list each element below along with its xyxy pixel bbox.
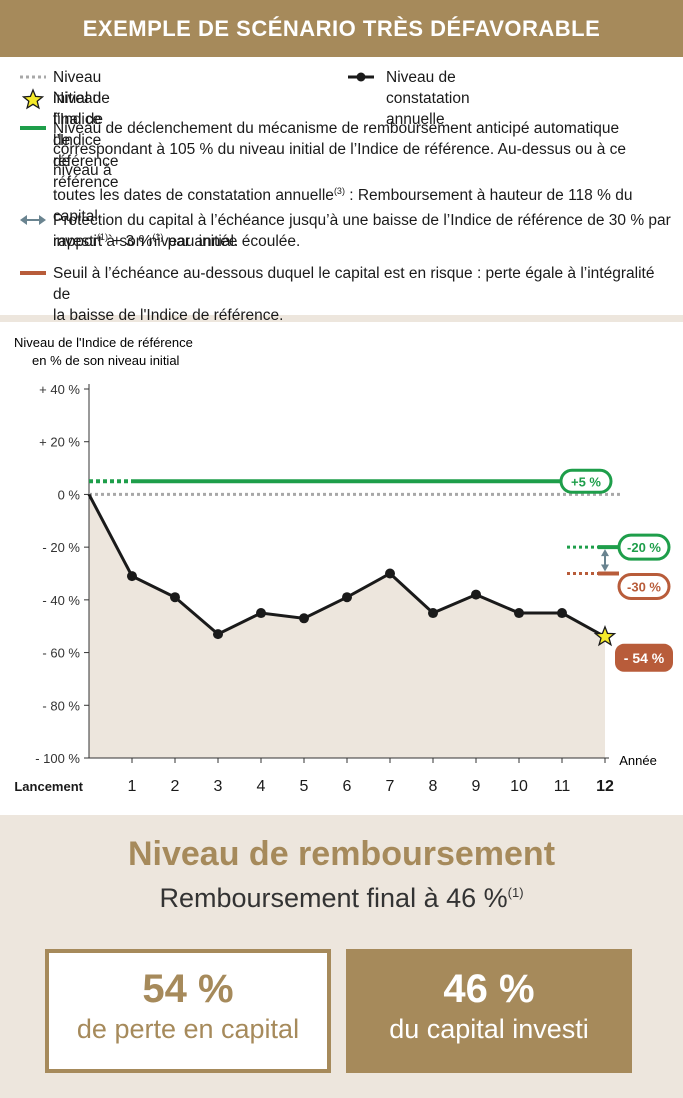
- repay-box: 46 % du capital investi: [346, 949, 632, 1073]
- final-value-label: - 54 %: [624, 650, 665, 666]
- x-tick-label: Lancement: [14, 779, 83, 794]
- y-tick-label: + 20 %: [39, 435, 80, 450]
- y-tick-label: - 40 %: [42, 593, 80, 608]
- data-point: [342, 592, 352, 603]
- data-point: [170, 592, 180, 603]
- x-tick-label: 5: [300, 778, 309, 795]
- x-tick-label: 7: [386, 778, 395, 795]
- x-tick-label: 4: [257, 778, 266, 795]
- y-tick-label: + 40 %: [39, 382, 80, 397]
- data-point: [385, 568, 395, 579]
- data-point: [127, 571, 137, 582]
- loss-label: de perte en capital: [76, 1014, 300, 1044]
- line-dot-icon: [348, 72, 374, 82]
- y-tick-label: - 80 %: [42, 698, 80, 713]
- repay-value: 46 %: [443, 967, 535, 1011]
- repay-label: du capital investi: [389, 1014, 589, 1044]
- data-point: [299, 613, 309, 624]
- page-title: EXEMPLE DE SCÉNARIO TRÈS DÉFAVORABLE: [0, 0, 683, 57]
- risk-badge-label: -30 %: [627, 580, 661, 595]
- data-point: [256, 608, 266, 619]
- x-tick-label: 12: [596, 778, 614, 795]
- x-tick-label: 6: [343, 778, 352, 795]
- result-title: Niveau de remboursement: [127, 835, 556, 873]
- trigger-badge: [559, 468, 613, 494]
- area-fill: [89, 494, 605, 758]
- data-point: [213, 629, 223, 640]
- loss-value: 54 %: [142, 967, 234, 1011]
- data-point: [557, 608, 567, 619]
- data-point: [514, 608, 524, 619]
- data-point: [428, 608, 438, 619]
- y-tick-label: - 20 %: [42, 540, 80, 555]
- x-tick-label: 8: [429, 778, 438, 795]
- arrow-up-icon: [601, 549, 609, 557]
- line-chart: Niveau de l'Indice de référence en % de s…: [14, 335, 673, 795]
- trigger-badge-label: +5 %: [571, 474, 601, 489]
- legend: Niveau initial de l’Indice de référence …: [0, 57, 683, 324]
- green-line-icon: [20, 126, 46, 130]
- protection-badge-label: -20 %: [627, 540, 661, 555]
- final-star-icon: [593, 624, 617, 647]
- chart-area: Niveau de l'Indice de référence en % de s…: [0, 322, 683, 815]
- x-tick-label: 10: [510, 778, 528, 795]
- x-tick-label: 2: [171, 778, 180, 795]
- y-axis-label: en % de son niveau initial: [32, 353, 180, 368]
- loss-box: 54 % de perte en capital: [45, 949, 331, 1073]
- data-point: [471, 589, 481, 600]
- x-tick-label: 3: [214, 778, 223, 795]
- brown-line-icon: [20, 271, 46, 275]
- x-tick-label: 9: [472, 778, 481, 795]
- risk-badge: [617, 573, 671, 600]
- star-icon: [21, 88, 45, 110]
- protection-badge: [617, 533, 671, 561]
- result-subtitle: Remboursement final à 46 %(1): [159, 883, 524, 913]
- y-tick-label: - 60 %: [42, 646, 80, 661]
- x-axis-label: Année: [619, 753, 657, 768]
- dotted-line-icon: [20, 75, 46, 79]
- y-tick-label: 0 %: [58, 487, 81, 502]
- x-tick-label: 1: [128, 778, 137, 795]
- x-tick-label: 11: [554, 778, 571, 795]
- y-tick-label: - 100 %: [35, 751, 80, 766]
- y-axis-label: Niveau de l'Indice de référence: [14, 335, 193, 350]
- result-panel: Niveau de remboursement Remboursement fi…: [0, 815, 683, 1098]
- double-arrow-icon: [20, 215, 46, 225]
- arrow-down-icon: [601, 564, 609, 572]
- final-value-badge: [615, 643, 673, 672]
